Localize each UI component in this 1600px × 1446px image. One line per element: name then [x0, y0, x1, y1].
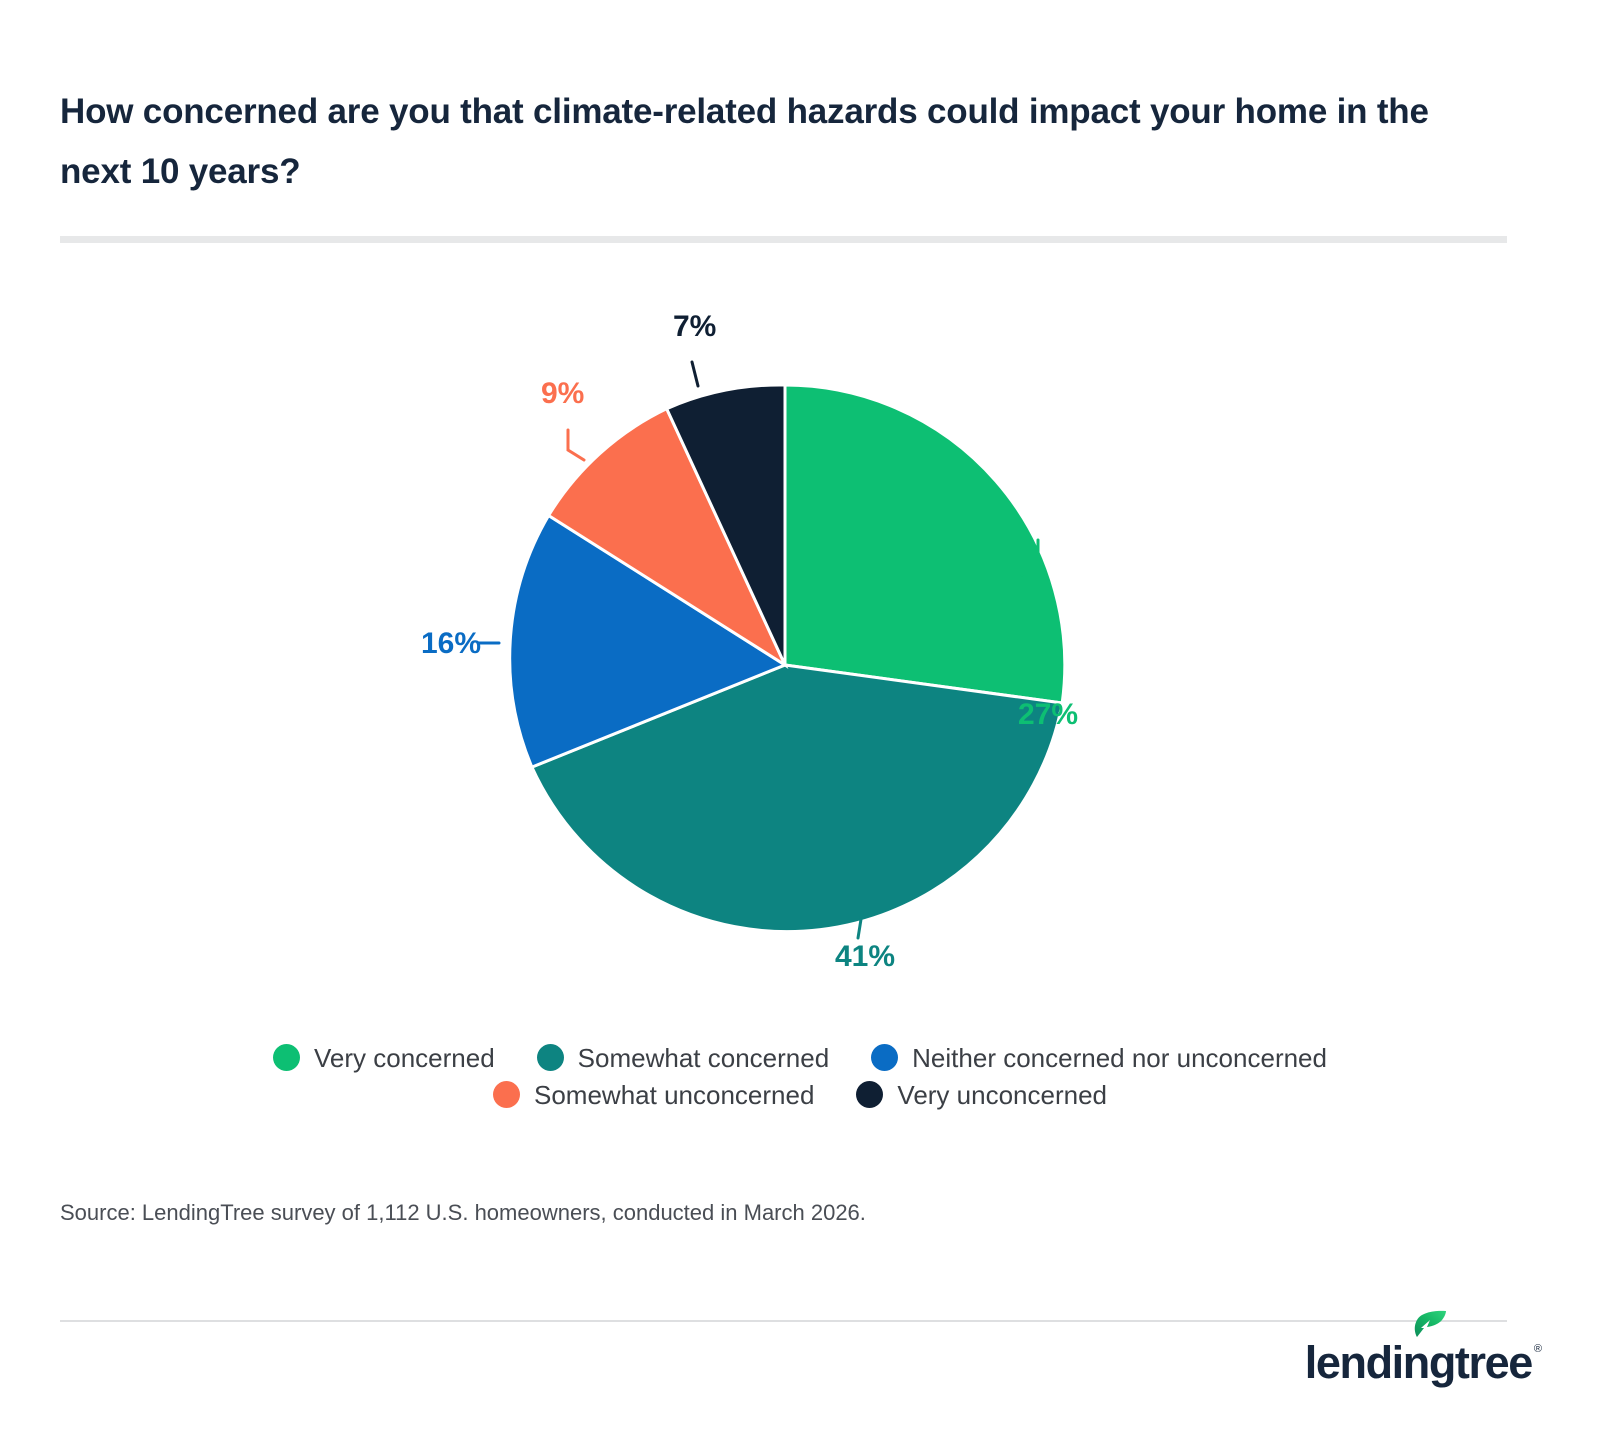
leader-line-very-concerned	[1020, 538, 1040, 577]
legend-swatch-icon	[871, 1044, 899, 1071]
footer-divider	[60, 1320, 1507, 1322]
legend-swatch-icon	[493, 1081, 520, 1108]
legend-item-somewhat-concerned[interactable]: Somewhat concerned	[536, 1042, 830, 1073]
pie-slice-very-concerned[interactable]	[783, 383, 1067, 705]
legend-swatch-icon	[273, 1044, 300, 1071]
pie-chart-svg	[476, 360, 1067, 940]
legend-item-label: Very unconcerned	[897, 1079, 1107, 1110]
leaf-icon	[1414, 1310, 1446, 1337]
leader-line-very-unconcerned	[690, 360, 700, 388]
pie-slice-neither[interactable]	[508, 513, 789, 770]
pie-slice-very-unconcerned[interactable]	[664, 383, 787, 666]
trademark-symbol: ®	[1533, 1343, 1542, 1355]
source-note: Source: LendingTree survey of 1,112 U.S.…	[60, 1200, 866, 1225]
legend-item-label: Somewhat concerned	[577, 1042, 830, 1073]
leader-line-somewhat-unconcerned	[566, 428, 586, 462]
legend-item-label: Somewhat unconcerned	[534, 1079, 815, 1110]
legend-row-1: Very concerned Somewhat concerned Neithe…	[0, 1044, 1600, 1071]
lendingtree-logo[interactable]: lendingtree ®	[1304, 1310, 1542, 1388]
chart-legend: Very concerned Somewhat concerned Neithe…	[0, 1044, 1600, 1118]
pie-label-very-unconcerned: 7%	[673, 310, 717, 343]
pie-label-neither: 16%	[421, 627, 482, 660]
pie-slices	[508, 383, 1067, 934]
pie-chart: 27% 41% 16% 9% 7%	[0, 280, 1600, 1020]
logo-wordmark: lendingtree	[1304, 1337, 1534, 1388]
pie-leader-lines	[476, 360, 1040, 940]
pie-slice-somewhat-unconcerned[interactable]	[546, 406, 789, 669]
pie-label-very-concerned: 27%	[1018, 698, 1079, 731]
pie-slice-somewhat-concerned[interactable]	[529, 663, 1064, 934]
legend-item-label: Neither concerned nor unconcerned	[912, 1042, 1327, 1073]
leader-line-somewhat-concerned	[856, 911, 864, 940]
legend-swatch-icon	[536, 1044, 564, 1071]
legend-item-somewhat-unconcerned[interactable]: Somewhat unconcerned	[493, 1081, 814, 1108]
legend-item-very-unconcerned[interactable]: Very unconcerned	[856, 1081, 1107, 1108]
pie-label-somewhat-concerned: 41%	[835, 940, 896, 973]
legend-item-label: Very concerned	[314, 1042, 495, 1073]
header: How concerned are you that climate-relat…	[60, 82, 1510, 202]
legend-swatch-icon	[856, 1081, 884, 1108]
pie-label-somewhat-unconcerned: 9%	[541, 377, 585, 410]
legend-item-very-concerned[interactable]: Very concerned	[273, 1044, 495, 1071]
header-divider	[60, 236, 1507, 243]
page-title: How concerned are you that climate-relat…	[60, 92, 1429, 192]
legend-item-neither[interactable]: Neither concerned nor unconcerned	[871, 1044, 1327, 1071]
legend-row-2: Somewhat unconcerned Very unconcerned	[0, 1081, 1600, 1108]
